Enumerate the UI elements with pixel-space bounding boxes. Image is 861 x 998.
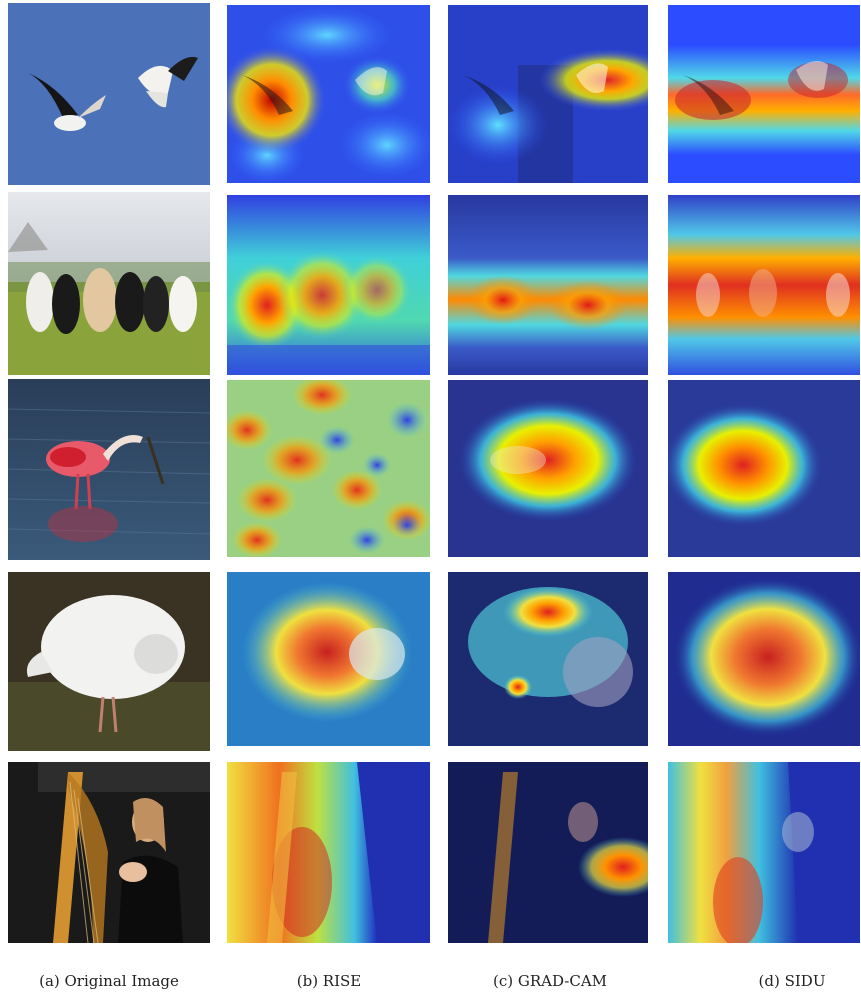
heatmap-spoonbill-sidu xyxy=(668,380,860,557)
heatmap-birds-sidu xyxy=(668,5,860,183)
heatmap-dogs-rise xyxy=(227,195,430,375)
heatmap-whitebird-rise xyxy=(227,572,430,746)
heatmap-birds-rise xyxy=(227,5,430,183)
heatmap-whitebird-sidu xyxy=(668,572,860,746)
heatmap-spoonbill-gradcam xyxy=(448,380,648,557)
image-dogs-original xyxy=(8,192,210,375)
heatmap-dogs-sidu xyxy=(668,195,860,375)
image-spoonbill-original xyxy=(8,379,210,560)
heatmap-whitebird-gradcam xyxy=(448,572,648,746)
heatmap-spoonbill-rise xyxy=(227,380,430,557)
caption-original: (a) Original Image xyxy=(39,972,179,990)
caption-rise: (b) RISE xyxy=(296,972,362,990)
heatmap-harp-sidu xyxy=(668,762,860,943)
image-harp-original xyxy=(8,762,210,943)
caption-sidu: (d) SIDU xyxy=(758,972,826,990)
heatmap-birds-gradcam xyxy=(448,5,648,183)
heatmap-harp-gradcam xyxy=(448,762,648,943)
image-birds-original xyxy=(8,3,210,185)
image-whitebird-original xyxy=(8,572,210,751)
heatmap-harp-rise xyxy=(227,762,430,943)
heatmap-dogs-gradcam xyxy=(448,195,648,375)
caption-gradcam: (c) GRAD-CAM xyxy=(492,972,608,990)
